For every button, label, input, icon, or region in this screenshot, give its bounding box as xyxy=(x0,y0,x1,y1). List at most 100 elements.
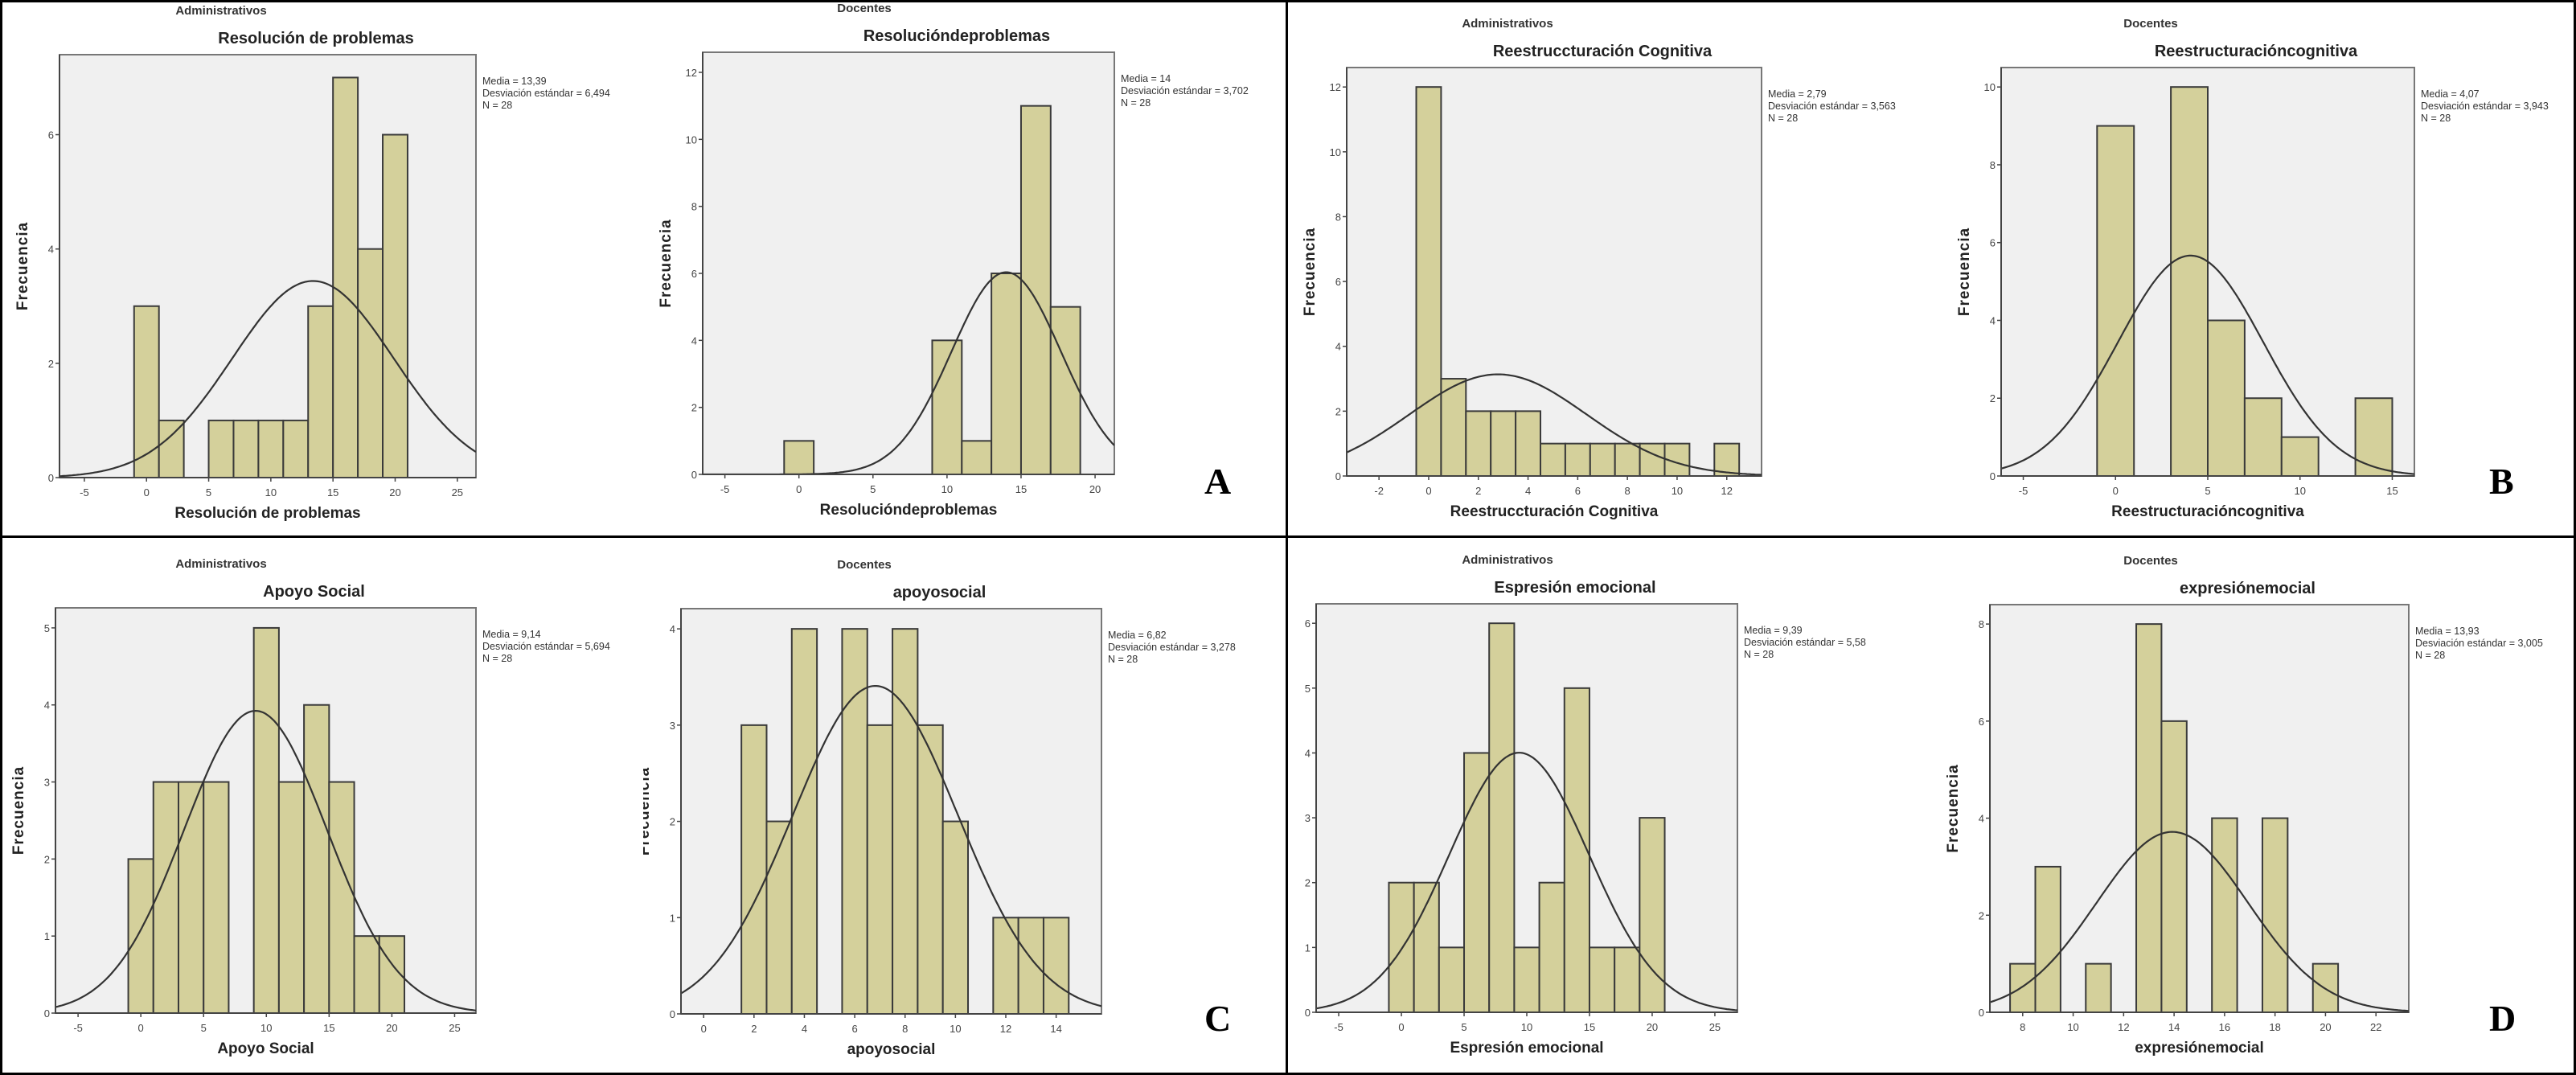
normal-curve xyxy=(55,709,476,1011)
normal-curve xyxy=(1316,752,1737,1011)
histogram-bar xyxy=(2354,397,2393,477)
y-tick-label: 6 xyxy=(1979,716,1984,728)
panel-letter-b: B xyxy=(2489,461,2514,502)
histogram-bar xyxy=(353,935,380,1014)
y-tick-label: 4 xyxy=(1990,314,1996,326)
x-tick-label: 20 xyxy=(1647,1021,1658,1033)
y-tick-label: 3 xyxy=(670,720,675,732)
histogram-d-administrativos: -5 0 5 10 15 20 25 0 1 2 3 4 5 6 Administrativos Espres… xyxy=(1286,536,1930,1073)
histogram-bar xyxy=(866,724,894,1015)
stats-line: N = 28 xyxy=(1744,649,1774,660)
y-tick-label: 4 xyxy=(1335,341,1341,353)
y-tick-label: 4 xyxy=(44,700,50,712)
histogram-bar xyxy=(1614,946,1641,1013)
stats-line: Media = 13,39 xyxy=(482,76,547,87)
y-axis-label: Frecuencia xyxy=(1302,228,1319,316)
histogram-bar xyxy=(252,626,280,1015)
x-tick-label: 4 xyxy=(802,1023,807,1035)
y-tick-label: 2 xyxy=(1979,909,1984,921)
x-tick-label: 18 xyxy=(2269,1021,2280,1033)
histogram-bar xyxy=(2085,962,2112,1014)
y-tick-label: 10 xyxy=(686,133,697,146)
plot-area xyxy=(1315,603,1738,1013)
x-tick-label: -2 xyxy=(1374,485,1384,497)
y-tick-label: 0 xyxy=(691,469,697,481)
histogram-a-administrativos: -5 0 5 10 15 20 25 0 2 4 6 Administrativos Resolució… xyxy=(0,0,643,536)
histogram-svg: -5 0 5 10 15 0 2 4 6 8 10 Docentes Reestructuraciónc… xyxy=(1956,17,2549,520)
y-tick-label: 1 xyxy=(1305,942,1311,954)
x-tick-label: 10 xyxy=(941,483,953,495)
x-tick-label: 0 xyxy=(1398,1021,1404,1033)
y-tick-label: 2 xyxy=(44,853,50,865)
stats-line: Media = 9,14 xyxy=(482,629,541,640)
normal-curve xyxy=(1990,831,2409,1012)
x-axis-label: expresiónemocial xyxy=(2135,1040,2264,1057)
x-tick-label: 15 xyxy=(327,486,338,499)
chart-title: Apoyo Social xyxy=(263,583,365,601)
histogram-bar xyxy=(1639,817,1666,1013)
x-tick-label: 22 xyxy=(2370,1021,2381,1033)
x-tick-label: 14 xyxy=(2168,1021,2180,1033)
normal-curve xyxy=(2001,254,2414,475)
histogram-bar xyxy=(992,917,1019,1015)
y-tick-label: 5 xyxy=(44,622,50,634)
x-tick-label: 25 xyxy=(449,1022,460,1034)
x-tick-label: 8 xyxy=(1625,485,1631,497)
normal-curve xyxy=(1347,373,1762,476)
chart-title: expresiónemocial xyxy=(2180,580,2316,597)
x-tick-label: 12 xyxy=(1000,1023,1011,1035)
histogram-bar xyxy=(1440,378,1467,477)
normal-curve xyxy=(681,685,1101,1007)
histogram-bar xyxy=(257,419,285,479)
x-tick-label: -5 xyxy=(73,1022,83,1034)
histogram-bar xyxy=(2160,720,2188,1013)
histogram-bar xyxy=(1563,687,1590,1013)
group-label: Administrativos xyxy=(175,4,266,18)
y-tick-label: 2 xyxy=(48,358,54,370)
stats-line: N = 28 xyxy=(1108,654,1138,665)
x-tick-label: 4 xyxy=(1525,485,1531,497)
y-tick-label: 8 xyxy=(1335,211,1341,223)
histogram-bar xyxy=(2034,865,2061,1013)
stats-line: Media = 4,07 xyxy=(2421,88,2480,100)
stats-line: Desviación estándar = 3,005 xyxy=(2415,638,2543,649)
panel-letter-a: A xyxy=(1204,461,1232,502)
normal-curve xyxy=(59,280,476,478)
histogram-bar xyxy=(783,440,815,475)
histogram-bar xyxy=(303,704,330,1014)
x-tick-label: 0 xyxy=(2113,485,2119,497)
chart-title: Espresión emocional xyxy=(1494,579,1655,597)
y-tick-label: 6 xyxy=(1335,276,1341,288)
histogram-bar xyxy=(207,419,235,479)
x-tick-label: 15 xyxy=(1584,1021,1595,1033)
stats-line: N = 28 xyxy=(1121,97,1151,109)
y-tick-label: 0 xyxy=(1305,1007,1311,1019)
stats-line: N = 28 xyxy=(1768,113,1798,124)
x-tick-label: 10 xyxy=(2294,485,2305,497)
group-label: Docentes xyxy=(2123,17,2178,31)
y-axis-label: Frecuencia xyxy=(1286,764,1288,852)
x-tick-label: 0 xyxy=(138,1022,144,1034)
x-tick-label: 2 xyxy=(1475,485,1481,497)
y-tick-label: 4 xyxy=(48,244,54,256)
y-tick-label: 6 xyxy=(1305,618,1311,630)
x-tick-label: 20 xyxy=(389,486,400,499)
x-tick-label: 5 xyxy=(2205,485,2210,497)
x-tick-label: 15 xyxy=(323,1022,334,1034)
x-tick-label: 12 xyxy=(1721,485,1733,497)
y-tick-label: 10 xyxy=(1984,81,1996,93)
x-axis-label: Reestruccturación Cognitiva xyxy=(1450,503,1659,520)
stats-line: Desviación estándar = 5,58 xyxy=(1744,637,1866,648)
x-tick-label: 5 xyxy=(201,1022,207,1034)
histogram-bar xyxy=(1465,410,1492,477)
y-tick-label: 0 xyxy=(1979,1007,1984,1019)
histogram-bar xyxy=(1415,86,1442,477)
histogram-d-docentes: 8 10 12 14 16 18 20 22 0 2 4 6 8 Docentes expresiónemo… xyxy=(1930,536,2573,1073)
histogram-bar xyxy=(765,820,793,1015)
x-tick-label: 2 xyxy=(751,1023,757,1035)
stats-line: Media = 13,93 xyxy=(2415,626,2480,637)
x-tick-label: 15 xyxy=(1015,483,1027,495)
x-tick-label: 6 xyxy=(1575,485,1581,497)
x-tick-label: 16 xyxy=(2219,1021,2230,1033)
y-tick-label: 8 xyxy=(1979,618,1984,630)
